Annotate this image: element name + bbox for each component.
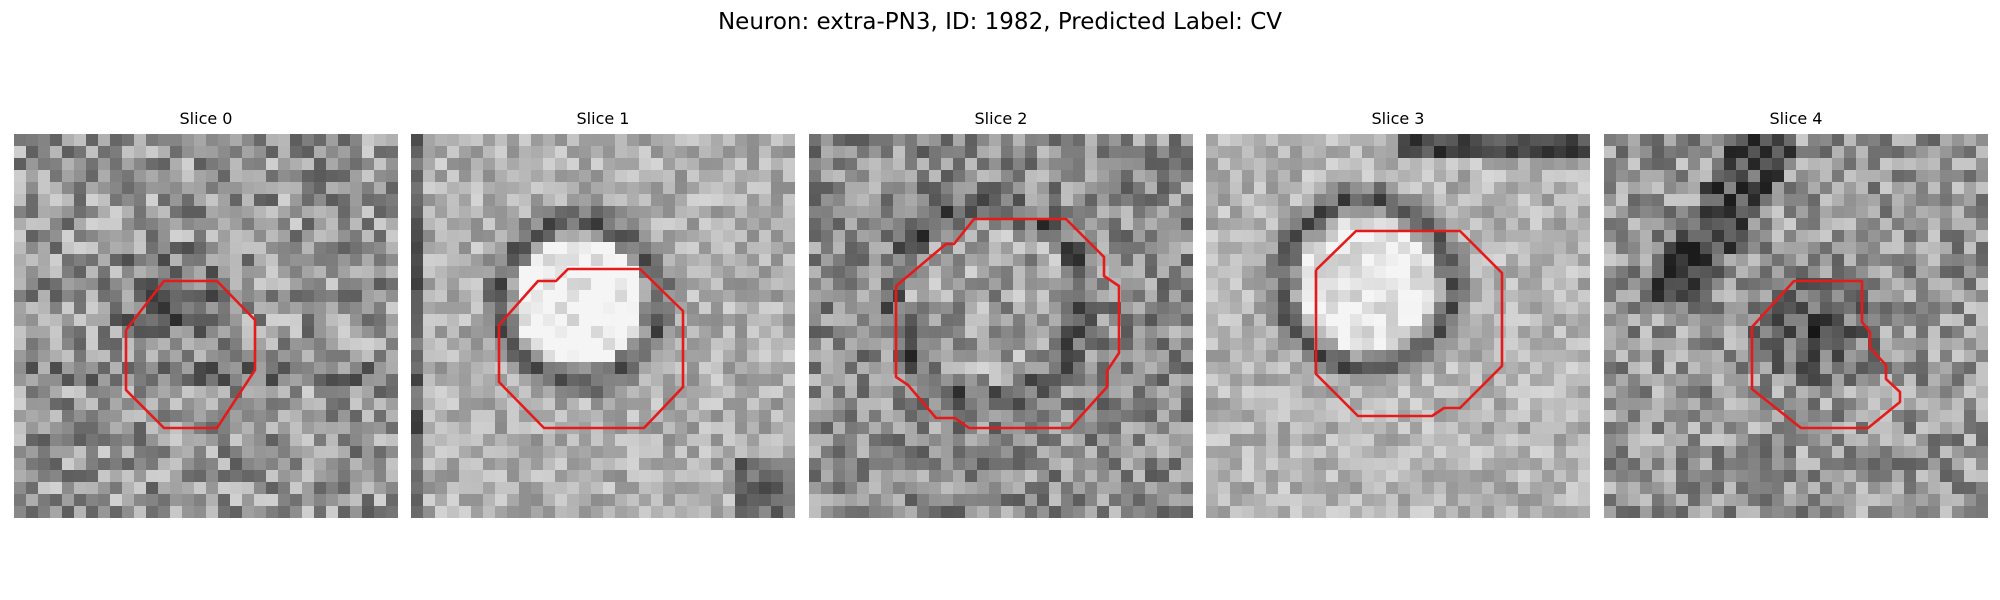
slice-panel-0: Slice 0 [14,108,398,518]
slice-title-2: Slice 2 [974,109,1028,128]
slice-pixels-0 [14,134,398,518]
slice-contour-2 [894,217,1121,430]
slice-pixels-4 [1604,134,1988,518]
slice-panel-1: Slice 1 [411,108,795,518]
slice-image-1 [411,134,795,518]
slice-image-4 [1604,134,1988,518]
figure-title: Neuron: extra-PN3, ID: 1982, Predicted L… [717,9,1283,35]
slice-image-0 [14,134,398,518]
slice-pixels-1 [411,134,795,518]
slice-image-2 [809,134,1193,518]
slice-pixels-3 [1206,134,1590,518]
slice-title-0: Slice 0 [179,109,233,128]
slice-title-1: Slice 1 [576,109,630,128]
slice-panel-2: Slice 2 [809,108,1193,518]
slice-title-4: Slice 4 [1769,109,1823,128]
slice-contour-0 [124,279,257,430]
slice-contour-3 [1314,229,1504,418]
slice-panel-4: Slice 4 [1604,108,1988,518]
slice-title-3: Slice 3 [1371,109,1425,128]
slice-contour-4 [1750,279,1902,430]
slice-contour-1 [497,267,685,430]
slice-image-3 [1206,134,1590,518]
slice-pixels-2 [809,134,1193,518]
slice-panel-3: Slice 3 [1206,108,1590,518]
